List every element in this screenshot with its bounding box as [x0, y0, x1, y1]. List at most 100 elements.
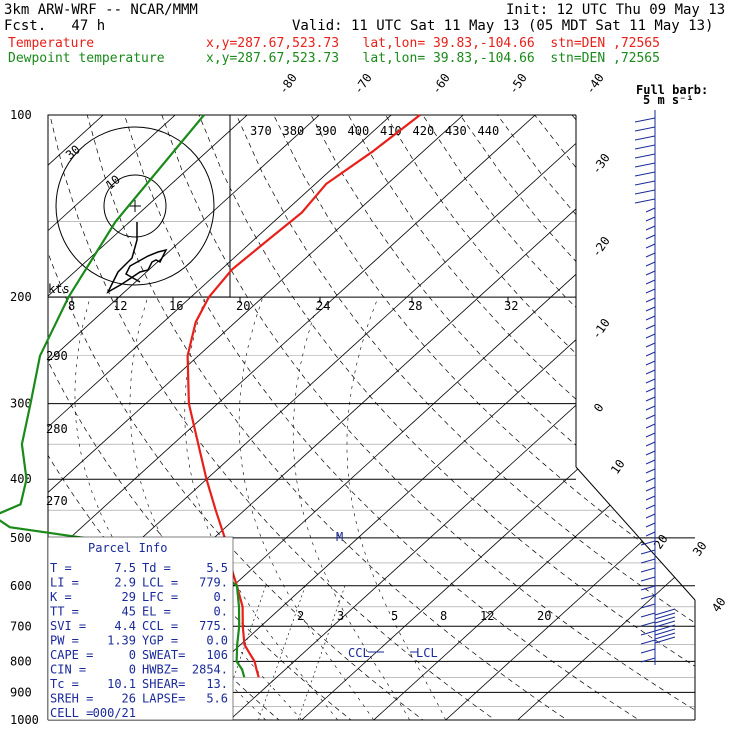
isotherm	[48, 115, 176, 720]
wind-barb	[634, 171, 656, 177]
hodograph-kts-label: kts	[48, 282, 70, 296]
level-marker-lcl: LCL	[416, 646, 438, 660]
mixing-ratio-label: 8	[440, 609, 447, 623]
parcel-info-key: LFC =	[142, 590, 178, 604]
parcel-info-key: T =	[50, 561, 72, 575]
hodograph-speed-label: 24	[316, 299, 330, 313]
theta-label: 440	[478, 124, 500, 138]
parcel-info-key: K =	[50, 590, 72, 604]
theta-label: 390	[315, 124, 337, 138]
init-time: Init: 12 UTC Thu 09 May 13	[506, 2, 726, 18]
moist-adiabat	[129, 297, 302, 720]
parcel-info-value: 106	[206, 648, 228, 662]
pressure-label: 200	[10, 290, 32, 304]
wind-barb	[640, 657, 656, 663]
wind-barb	[634, 162, 656, 168]
wind-barb	[640, 567, 656, 573]
wind-barb	[645, 387, 656, 393]
parcel-info-value: 26	[122, 692, 136, 706]
parcel-info-value: 0.0	[206, 634, 228, 648]
dry-adiabat	[124, 115, 660, 720]
hodograph-speed-label: 12	[113, 299, 127, 313]
wind-barb	[654, 620, 676, 628]
parcel-info-key: LCL =	[142, 576, 178, 590]
wind-barb	[645, 207, 656, 213]
wind-barb	[640, 648, 656, 654]
parcel-info-key: PW =	[50, 634, 79, 648]
mixing-ratio-label: 5	[391, 609, 398, 623]
isotherm-label: 30	[690, 539, 710, 559]
isotherm	[48, 115, 248, 720]
parcel-info-value: 0.	[214, 590, 228, 604]
wind-barb	[640, 594, 656, 600]
wind-barb	[645, 225, 656, 231]
wind-barb	[640, 540, 656, 546]
parcel-info-value: 1.39	[107, 634, 136, 648]
hodograph-speed-label: 28	[408, 299, 422, 313]
wind-barb	[645, 315, 656, 321]
mixing-ratio-line	[258, 585, 306, 720]
moist-adiabat	[184, 297, 338, 720]
barb-legend-units: 5 m s⁻¹	[643, 93, 694, 107]
wind-barb	[640, 576, 656, 582]
dry-adiabat	[347, 115, 695, 720]
wind-barb	[645, 351, 656, 357]
wind-barb	[645, 261, 656, 267]
parcel-info-value: 0	[129, 648, 136, 662]
dewpoint-profile	[0, 114, 246, 678]
parcel-info-value: 7.5	[114, 561, 136, 575]
wind-barb	[645, 423, 656, 429]
theta-label: 380	[283, 124, 305, 138]
wind-barb	[645, 504, 656, 510]
wind-barb	[640, 630, 656, 636]
dewpoint-legend-info: x,y=287.67,523.73 lat,lon= 39.83,-104.66…	[206, 51, 660, 66]
wind-barb	[645, 306, 656, 312]
isotherm	[48, 115, 392, 720]
mixing-ratio-label: 20	[537, 609, 551, 623]
pressure-label: 600	[10, 579, 32, 593]
pressure-label: 400	[10, 472, 32, 486]
pressure-label: 900	[10, 685, 32, 699]
parcel-info-value: 775.	[199, 619, 228, 633]
mixing-ratio-label: 2	[297, 609, 304, 623]
pressure-label: 800	[10, 654, 32, 668]
wind-barb	[634, 135, 656, 141]
isotherm	[373, 115, 695, 720]
isotherm	[48, 115, 320, 720]
pressure-label: 300	[10, 397, 32, 411]
parcel-info-value: 5.6	[206, 692, 228, 706]
dry-adiabat-label: 280	[46, 422, 68, 436]
hodograph-speed-label: 32	[504, 299, 518, 313]
parcel-info-key: EL =	[142, 605, 171, 619]
wind-barb	[645, 441, 656, 447]
parcel-info-key: Td =	[142, 561, 171, 575]
hodograph-speed-label: 20	[236, 299, 250, 313]
wind-barb	[654, 616, 676, 624]
parcel-info-key: YGP =	[142, 634, 178, 648]
dry-adiabat	[609, 115, 695, 720]
isotherm	[48, 115, 536, 720]
frame-diagonal	[575, 466, 696, 601]
wind-barb	[634, 180, 656, 186]
wind-barb	[634, 153, 656, 159]
wind-barb	[645, 243, 656, 249]
moist-adiabat	[346, 296, 446, 720]
hodograph	[47, 114, 231, 298]
forecast-hour: Fcst. 47 h	[4, 18, 106, 34]
wind-barb	[645, 405, 656, 411]
wind-barbs	[634, 110, 676, 665]
wind-barb	[645, 360, 656, 366]
dry-adiabat	[459, 115, 695, 720]
model-title: 3km ARW-WRF -- NCAR/MMM	[4, 2, 198, 18]
temperature-legend-label: Temperature	[8, 36, 95, 51]
wind-barb	[654, 608, 676, 616]
wind-barb	[645, 459, 656, 465]
dry-adiabat	[534, 115, 695, 720]
theta-label: 400	[348, 124, 370, 138]
parcel-info-value: 000/21	[93, 706, 136, 720]
theta-label: 420	[413, 124, 435, 138]
parcel-info-key: TT =	[50, 605, 79, 619]
wind-barb	[645, 342, 656, 348]
pressure-label: 100	[10, 108, 32, 122]
hodograph-ring-outer	[55, 126, 215, 286]
